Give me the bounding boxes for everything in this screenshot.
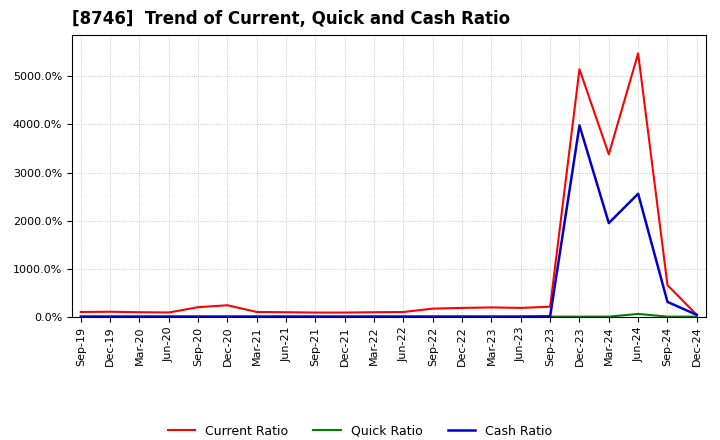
Quick Ratio — [194, 314, 202, 319]
Text: [8746]  Trend of Current, Quick and Cash Ratio: [8746] Trend of Current, Quick and Cash … — [72, 10, 510, 28]
Current Ratio — [76, 309, 85, 315]
Quick Ratio — [135, 314, 144, 319]
Quick Ratio — [516, 314, 525, 319]
Quick Ratio — [253, 314, 261, 319]
Quick Ratio — [575, 314, 584, 319]
Current Ratio — [135, 310, 144, 315]
Quick Ratio — [106, 314, 114, 319]
Current Ratio — [164, 310, 173, 315]
Current Ratio — [663, 282, 672, 288]
Current Ratio — [223, 303, 232, 308]
Quick Ratio — [634, 311, 642, 316]
Quick Ratio — [605, 314, 613, 319]
Line: Quick Ratio: Quick Ratio — [81, 314, 697, 317]
Current Ratio — [194, 304, 202, 310]
Cash Ratio — [634, 191, 642, 196]
Cash Ratio — [663, 299, 672, 304]
Current Ratio — [693, 312, 701, 318]
Cash Ratio — [370, 314, 379, 319]
Quick Ratio — [370, 314, 379, 319]
Current Ratio — [341, 310, 349, 315]
Cash Ratio — [693, 312, 701, 318]
Cash Ratio — [164, 314, 173, 319]
Cash Ratio — [253, 314, 261, 319]
Quick Ratio — [341, 314, 349, 319]
Current Ratio — [458, 305, 467, 311]
Quick Ratio — [311, 314, 320, 319]
Cash Ratio — [106, 314, 114, 319]
Current Ratio — [546, 304, 554, 309]
Quick Ratio — [458, 314, 467, 319]
Current Ratio — [575, 66, 584, 72]
Current Ratio — [370, 310, 379, 315]
Cash Ratio — [282, 314, 290, 319]
Current Ratio — [516, 305, 525, 311]
Current Ratio — [253, 309, 261, 315]
Line: Current Ratio: Current Ratio — [81, 53, 697, 315]
Current Ratio — [428, 306, 437, 311]
Cash Ratio — [135, 314, 144, 319]
Current Ratio — [487, 305, 496, 310]
Current Ratio — [311, 310, 320, 315]
Quick Ratio — [546, 314, 554, 319]
Cash Ratio — [399, 314, 408, 319]
Cash Ratio — [458, 314, 467, 319]
Current Ratio — [282, 310, 290, 315]
Line: Cash Ratio: Cash Ratio — [81, 125, 697, 317]
Cash Ratio — [575, 123, 584, 128]
Current Ratio — [634, 51, 642, 56]
Cash Ratio — [605, 220, 613, 226]
Cash Ratio — [194, 314, 202, 319]
Quick Ratio — [76, 314, 85, 319]
Quick Ratio — [663, 314, 672, 319]
Quick Ratio — [399, 314, 408, 319]
Quick Ratio — [487, 314, 496, 319]
Current Ratio — [605, 152, 613, 157]
Current Ratio — [399, 309, 408, 315]
Legend: Current Ratio, Quick Ratio, Cash Ratio: Current Ratio, Quick Ratio, Cash Ratio — [163, 420, 557, 440]
Quick Ratio — [282, 314, 290, 319]
Quick Ratio — [164, 314, 173, 319]
Quick Ratio — [693, 314, 701, 319]
Current Ratio — [106, 309, 114, 315]
Quick Ratio — [428, 314, 437, 319]
Cash Ratio — [76, 314, 85, 319]
Cash Ratio — [487, 314, 496, 319]
Quick Ratio — [223, 314, 232, 319]
Cash Ratio — [516, 314, 525, 319]
Cash Ratio — [546, 314, 554, 319]
Cash Ratio — [428, 314, 437, 319]
Cash Ratio — [311, 314, 320, 319]
Cash Ratio — [341, 314, 349, 319]
Cash Ratio — [223, 314, 232, 319]
